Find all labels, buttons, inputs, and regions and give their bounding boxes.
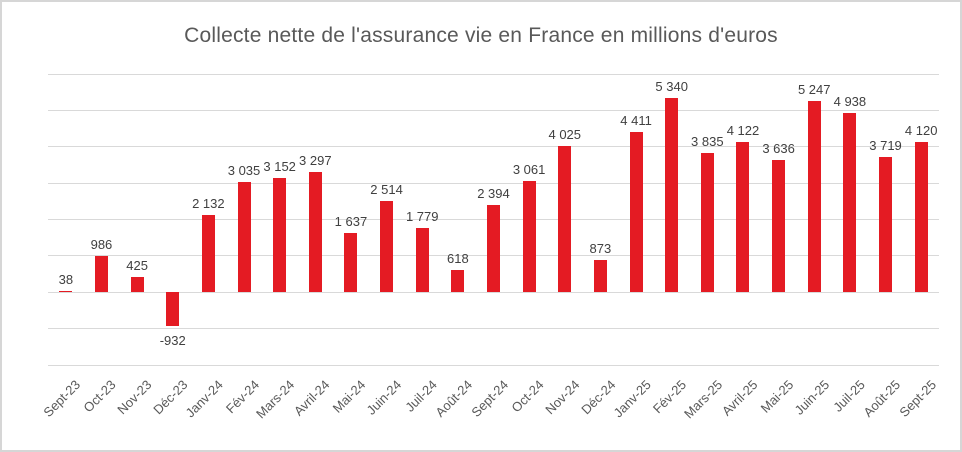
x-axis-label: Janv-25 [610,377,654,421]
x-axis-label: Juin-24 [363,377,405,418]
gridline [48,109,939,111]
x-axis-label: Mai-25 [757,377,797,416]
bar-value-label: 2 514 [370,181,403,197]
bar [451,269,465,293]
x-axis-label: Sept-24 [468,377,512,420]
gridline [48,364,939,366]
x-axis-label: Avril-24 [291,377,333,419]
bar [94,256,108,293]
x-axis-label: Nov-24 [542,377,583,418]
x-axis-label: Mars-25 [680,377,725,422]
x-axis-label: Sept-23 [40,377,84,420]
bar [166,292,180,327]
bar-value-label: 5 340 [655,79,688,94]
bar [415,227,429,293]
plot-area: 38 986 425 -932 2 132 3 035 3 152 3 297 1 637 2 5… [48,73,939,366]
x-axis-label: Oct-23 [80,377,120,416]
bar-value-label: 2 132 [192,195,225,211]
x-axis-label: Août-25 [860,377,904,420]
x-axis-label: Nov-23 [114,377,155,418]
gridline [48,328,939,330]
bar-value-label: 1 637 [334,213,368,229]
x-axis-label: Juin-25 [791,377,832,418]
bar [558,145,572,293]
gridline [48,146,939,148]
bar [593,260,607,293]
bar [522,180,536,293]
x-axis-label: Mars-24 [252,377,298,422]
bar-value-label: 3 035 [227,162,261,178]
bar [380,200,394,293]
bar-value-label: 986 [90,237,113,253]
bar-value-label: 3 636 [762,140,795,156]
bar [201,214,215,293]
bar [487,205,500,293]
bar [843,112,857,293]
bar-value-label: -932 [159,333,186,349]
bar [629,131,643,293]
bar [772,159,786,293]
bar-value-label: 4 120 [904,123,938,139]
x-axis-label: Août-24 [432,377,476,420]
bar [308,172,322,293]
bar-value-label: 873 [589,241,612,257]
bar-value-label: 4 411 [620,112,652,128]
bar [700,152,714,293]
bar-value-label: 3 061 [512,161,546,177]
bar [914,142,928,293]
bar-value-label: 3 835 [691,133,724,149]
bar-value-label: 425 [126,257,148,273]
gridline [48,73,939,75]
bar [665,98,679,293]
gridline [48,291,939,293]
x-axis-label: Oct-24 [508,377,547,416]
bar-value-label: 38 [58,271,74,287]
bar [273,177,287,293]
x-axis-label: Mai-24 [329,377,369,416]
bar-value-label: 4 938 [833,93,867,109]
x-axis-label: Sept-25 [895,377,939,420]
x-axis-label: Avril-25 [718,377,761,419]
bar-value-label: 3 152 [263,158,296,174]
chart-title: Collecte nette de l'assurance vie en Fra… [184,24,778,47]
bar [59,290,73,293]
bar [879,156,893,293]
bar [807,101,821,293]
bar-value-label: 1 779 [405,208,439,224]
bar-value-label: 5 247 [797,82,831,98]
bar-value-label: 2 394 [477,186,510,202]
gridline [48,182,939,184]
bar-value-label: 4 025 [548,126,582,142]
bar-value-label: 4 122 [726,123,760,139]
bar [736,142,750,293]
bar [344,232,358,293]
bar-value-label: 3 719 [869,137,902,153]
x-axis-label: Janv-24 [182,377,226,421]
bar-value-label: 3 297 [299,153,332,169]
bar [130,276,144,293]
bar-value-label: 618 [447,250,469,266]
bar [237,181,251,293]
